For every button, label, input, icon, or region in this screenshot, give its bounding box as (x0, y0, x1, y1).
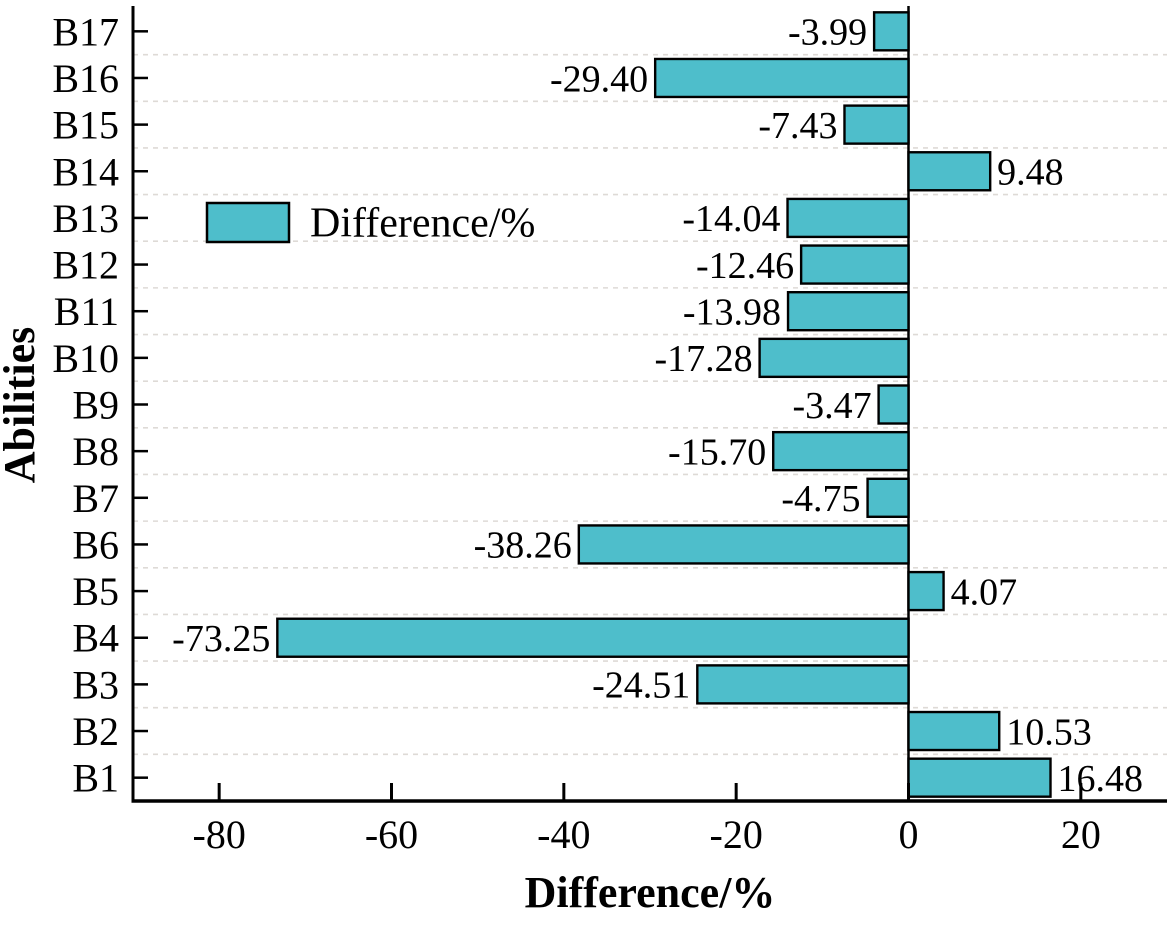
y-tick-label-B17: B17 (52, 9, 119, 54)
bar-B17 (872, 11, 910, 52)
legend: Difference/% (205, 201, 535, 247)
legend-swatch (205, 201, 291, 244)
bar-B2 (907, 710, 1001, 752)
bar-value-label: -4.75 (781, 478, 860, 520)
bar-value-label: -3.99 (788, 12, 867, 54)
bar-value-label: -15.70 (668, 431, 766, 473)
bar-B7 (866, 477, 910, 518)
y-axis-title: Abilities (0, 327, 44, 483)
bar-value-label: -29.40 (550, 58, 648, 100)
bar-B3 (696, 664, 910, 705)
y-tick-label-B9: B9 (72, 383, 119, 428)
bar-B5 (907, 570, 945, 612)
x-tick-label: -60 (365, 812, 418, 857)
bar-B13 (786, 197, 910, 239)
bar-value-label: 4.07 (951, 571, 1018, 613)
bar-value-label: -14.04 (682, 198, 780, 240)
bar-value-label: 9.48 (997, 152, 1064, 194)
bar-value-label: -24.51 (592, 665, 690, 707)
bar-B16 (653, 57, 910, 99)
bar-value-label: -3.47 (792, 385, 871, 427)
x-tick-label: -80 (193, 812, 246, 857)
bar-value-label: -7.43 (758, 105, 837, 147)
bar-B8 (772, 430, 910, 472)
x-axis-title: Difference/% (525, 868, 776, 917)
bar-value-label: -38.26 (474, 525, 572, 567)
bar-B15 (843, 104, 910, 145)
y-tick-label-B12: B12 (52, 243, 119, 288)
plot-area: 16.48 B1 10.53 B2 -24.51 B3 -73.25 B4 4.07 B5 -38.… (52, 6, 1167, 857)
y-tick-label-B3: B3 (72, 662, 119, 707)
bar-B14 (907, 151, 992, 192)
bar-value-label: -73.25 (172, 618, 270, 660)
x-tick-label: 0 (899, 812, 919, 857)
x-tick-label: 20 (1061, 812, 1101, 857)
bar-value-label: -17.28 (654, 338, 752, 380)
y-tick-label-B14: B14 (52, 149, 119, 194)
bar-value-label: 10.53 (1006, 711, 1092, 753)
x-tick-label: -40 (537, 812, 590, 857)
bar-B10 (758, 337, 910, 379)
y-tick-label-B5: B5 (72, 569, 119, 614)
y-tick-label-B16: B16 (52, 56, 119, 101)
bar-value-label: -13.98 (683, 292, 781, 334)
bar-B1 (907, 757, 1052, 798)
y-tick-label-B4: B4 (72, 616, 119, 661)
y-tick-label-B6: B6 (72, 522, 119, 567)
y-tick-label-B15: B15 (52, 103, 119, 148)
y-tick-label-B2: B2 (72, 709, 119, 754)
bar-B9 (877, 384, 910, 425)
y-tick-label-B10: B10 (52, 336, 119, 381)
bar-B4 (276, 617, 910, 658)
bar-value-label: -12.46 (696, 245, 794, 287)
y-tick-label-B8: B8 (72, 429, 119, 474)
y-tick-label-B11: B11 (54, 289, 119, 334)
y-tick-label-B7: B7 (72, 476, 119, 521)
bar-B12 (799, 244, 910, 285)
x-tick-label: -20 (710, 812, 763, 857)
bar-value-label: 16.48 (1058, 758, 1144, 800)
bar-B6 (577, 524, 910, 565)
legend-label: Difference/% (310, 201, 535, 247)
y-tick-label-B13: B13 (52, 196, 119, 241)
y-tick-label-B1: B1 (72, 756, 119, 801)
bar-B11 (786, 291, 910, 332)
